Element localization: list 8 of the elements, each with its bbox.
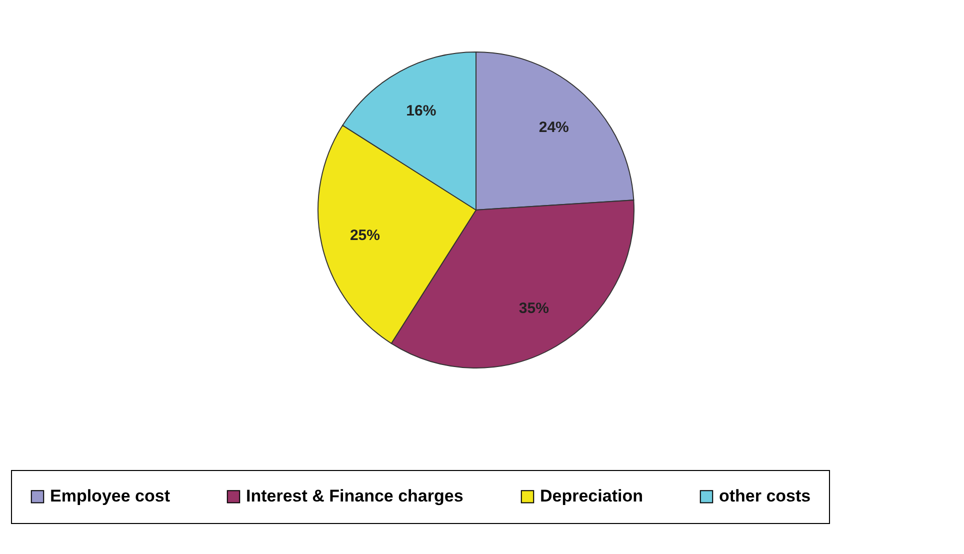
data-label: 25%	[350, 226, 380, 244]
data-label: 16%	[406, 102, 436, 120]
data-label: 35%	[518, 300, 549, 317]
legend-label: other costs	[719, 486, 811, 506]
legend-label: Employee cost	[50, 486, 170, 506]
legend-label: Interest & Finance charges	[246, 486, 464, 506]
data-label: 24%	[538, 119, 569, 136]
legend-label: Depreciation	[540, 486, 643, 506]
